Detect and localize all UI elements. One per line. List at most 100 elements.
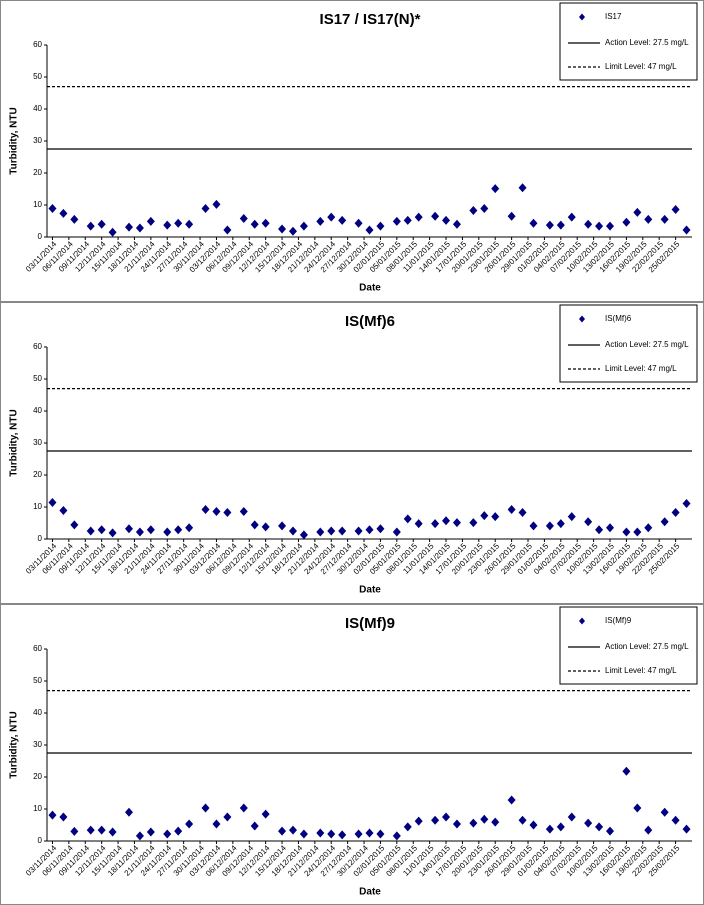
data-point: [392, 831, 401, 841]
data-point: [403, 822, 412, 832]
data-point: [469, 518, 478, 528]
data-point: [316, 216, 325, 226]
y-tick-label: 10: [33, 200, 42, 209]
data-point: [671, 815, 680, 825]
data-point: [261, 522, 270, 532]
data-point: [644, 523, 653, 533]
data-point: [327, 829, 336, 839]
data-point: [595, 525, 604, 535]
y-tick-label: 0: [38, 534, 43, 543]
y-axis-title: Turbidity, NTU: [9, 409, 20, 476]
data-point: [261, 809, 270, 819]
data-point: [86, 221, 95, 231]
data-point: [59, 208, 68, 218]
data-point: [606, 826, 615, 836]
data-point: [338, 830, 347, 840]
data-point: [124, 524, 133, 534]
data-point: [414, 519, 423, 529]
data-point: [327, 212, 336, 222]
y-tick-label: 0: [38, 232, 43, 241]
data-point: [682, 498, 691, 508]
data-point: [223, 507, 232, 517]
data-point: [135, 223, 144, 233]
data-point: [70, 520, 79, 530]
data-point: [299, 530, 308, 540]
chart-title: IS17 / IS17(N)*: [320, 11, 421, 28]
y-tick-label: 0: [38, 836, 43, 845]
data-point: [480, 204, 489, 214]
data-point: [174, 525, 183, 535]
data-point: [376, 524, 385, 534]
data-point: [86, 825, 95, 835]
data-point: [606, 221, 615, 231]
legend-label: Action Level: 27.5 mg/L: [605, 38, 689, 47]
data-point: [529, 521, 538, 531]
legend-label: Limit Level: 47 mg/L: [605, 62, 677, 71]
data-point: [239, 803, 248, 813]
data-point: [212, 199, 221, 209]
data-point: [135, 527, 144, 537]
legend-label: Limit Level: 47 mg/L: [605, 666, 677, 675]
data-point: [223, 812, 232, 822]
data-point: [70, 826, 79, 836]
data-point: [633, 207, 642, 217]
data-point: [250, 520, 259, 530]
data-point: [595, 221, 604, 231]
y-tick-label: 30: [33, 136, 42, 145]
data-point: [507, 505, 516, 515]
data-point: [622, 217, 631, 227]
data-point: [469, 205, 478, 215]
data-point: [288, 825, 297, 835]
y-tick-label: 20: [33, 470, 42, 479]
data-point: [660, 807, 669, 817]
data-point: [278, 521, 287, 531]
data-point: [529, 820, 538, 830]
y-axis-title: Turbidity, NTU: [9, 711, 20, 778]
data-point: [403, 514, 412, 524]
data-point: [452, 518, 461, 528]
data-point: [682, 225, 691, 235]
data-point: [567, 812, 576, 822]
y-tick-label: 20: [33, 168, 42, 177]
data-point: [556, 519, 565, 529]
data-point: [469, 818, 478, 828]
data-point: [671, 204, 680, 214]
data-point: [452, 219, 461, 229]
data-point: [518, 183, 527, 193]
y-tick-label: 40: [33, 406, 42, 415]
data-point: [442, 516, 451, 526]
data-point: [365, 828, 374, 838]
data-point: [644, 214, 653, 224]
data-point: [146, 216, 155, 226]
data-point: [354, 829, 363, 839]
legend-label: Limit Level: 47 mg/L: [605, 364, 677, 373]
data-point: [354, 526, 363, 536]
data-point: [556, 822, 565, 832]
y-tick-label: 10: [33, 502, 42, 511]
data-point: [48, 810, 57, 820]
x-axis-title: Date: [359, 887, 381, 898]
data-point: [124, 222, 133, 232]
y-tick-label: 50: [33, 72, 42, 81]
y-tick-label: 50: [33, 676, 42, 685]
data-point: [491, 512, 500, 522]
data-point: [108, 827, 117, 837]
data-point: [365, 525, 374, 535]
data-point: [518, 815, 527, 825]
data-point: [442, 812, 451, 822]
legend-label: IS(Mf)9: [605, 616, 632, 625]
data-point: [431, 519, 440, 529]
y-tick-label: 40: [33, 104, 42, 113]
legend-label: IS(Mf)6: [605, 314, 632, 323]
data-point: [212, 819, 221, 829]
data-point: [491, 817, 500, 827]
data-point: [414, 816, 423, 826]
data-point: [108, 528, 117, 538]
data-point: [376, 829, 385, 839]
data-point: [376, 221, 385, 231]
y-tick-label: 20: [33, 772, 42, 781]
data-point: [59, 812, 68, 822]
data-point: [250, 219, 259, 229]
data-point: [185, 219, 194, 229]
